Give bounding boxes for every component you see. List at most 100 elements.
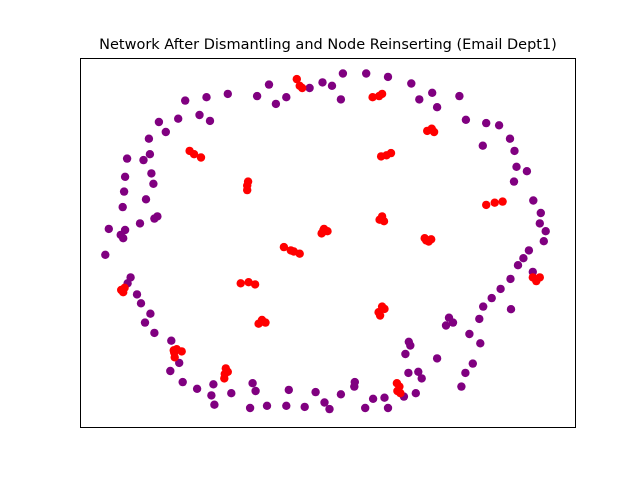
- purple-node-point: [122, 154, 132, 163]
- red-node-point: [375, 311, 385, 320]
- red-node-point: [243, 177, 253, 186]
- purple-node-point: [178, 377, 187, 387]
- red-node-point: [295, 249, 304, 258]
- purple-node-point: [506, 305, 516, 314]
- purple-node-point: [478, 141, 487, 150]
- purple-node-point: [541, 227, 550, 236]
- red-node-point: [298, 83, 307, 93]
- purple-node-point: [444, 313, 454, 322]
- purple-node-point: [116, 230, 125, 240]
- red-node-point: [429, 127, 439, 137]
- plot-frame: [80, 58, 576, 428]
- red-node-point: [377, 89, 387, 99]
- red-node-point: [535, 273, 544, 282]
- purple-node-point: [300, 402, 309, 412]
- data-points: [101, 69, 550, 414]
- purple-node-point: [320, 398, 329, 407]
- purple-node-point: [487, 293, 496, 303]
- purple-node-point: [174, 114, 183, 123]
- purple-node-point: [195, 110, 204, 120]
- purple-node-point: [207, 391, 216, 400]
- purple-node-point: [132, 290, 142, 299]
- purple-node-point: [461, 115, 471, 125]
- purple-node-point: [153, 212, 162, 221]
- purple-node-point: [338, 69, 348, 78]
- purple-node-point: [139, 155, 148, 165]
- purple-node-point: [350, 382, 359, 391]
- purple-node-point: [510, 146, 519, 156]
- purple-node-point: [522, 167, 532, 176]
- purple-node-point: [166, 366, 175, 376]
- purple-node-point: [361, 403, 370, 413]
- purple-node-point: [407, 79, 416, 88]
- purple-node-point: [509, 177, 519, 186]
- purple-node-point: [161, 127, 170, 137]
- purple-node-point: [202, 93, 211, 102]
- purple-node-point: [282, 401, 291, 410]
- purple-node-point: [140, 318, 150, 327]
- purple-node-point: [227, 389, 236, 398]
- purple-node-point: [441, 321, 451, 330]
- purple-node-point: [468, 359, 477, 368]
- red-node-point: [254, 319, 263, 328]
- purple-node-point: [223, 89, 232, 99]
- purple-node-point: [145, 150, 155, 159]
- red-node-point: [422, 236, 431, 245]
- red-node-point: [170, 353, 179, 362]
- red-node-point: [236, 279, 245, 288]
- purple-node-point: [305, 83, 314, 93]
- purple-node-point: [461, 368, 470, 378]
- purple-node-point: [401, 349, 410, 359]
- purple-node-point: [362, 69, 371, 78]
- purple-node-point: [150, 328, 159, 338]
- purple-node-point: [175, 358, 184, 368]
- purple-node-point: [512, 162, 521, 171]
- chart-title: Network After Dismantling and Node Reins…: [99, 37, 557, 53]
- purple-node-point: [411, 389, 420, 398]
- purple-node-point: [524, 246, 534, 255]
- red-node-point: [368, 93, 377, 102]
- purple-node-point: [118, 202, 127, 212]
- red-node-point: [379, 217, 389, 226]
- purple-node-point: [476, 339, 485, 348]
- purple-node-point: [252, 91, 262, 101]
- red-node-point: [279, 242, 289, 252]
- purple-node-point: [513, 261, 523, 270]
- purple-node-point: [519, 254, 528, 263]
- purple-node-point: [479, 302, 488, 311]
- purple-node-point: [251, 386, 260, 396]
- purple-node-point: [245, 403, 255, 413]
- purple-node-point: [414, 367, 423, 376]
- purple-node-point: [271, 99, 281, 109]
- purple-node-point: [104, 224, 114, 234]
- purple-node-point: [428, 88, 437, 98]
- red-node-point: [250, 280, 260, 289]
- purple-node-point: [383, 403, 393, 413]
- purple-node-point: [262, 401, 272, 410]
- red-node-point: [490, 198, 499, 207]
- purple-node-point: [494, 121, 504, 130]
- purple-node-point: [311, 387, 320, 397]
- purple-node-point: [482, 118, 491, 128]
- red-node-point: [318, 228, 327, 237]
- purple-node-point: [149, 179, 158, 188]
- red-node-point: [196, 153, 206, 162]
- purple-node-point: [181, 96, 190, 105]
- purple-node-point: [101, 250, 110, 259]
- purple-node-point: [404, 368, 413, 378]
- purple-node-point: [465, 329, 474, 339]
- purple-node-point: [336, 390, 346, 399]
- purple-node-point: [144, 134, 154, 143]
- purple-node-point: [432, 103, 442, 112]
- purple-node-point: [282, 93, 291, 102]
- purple-node-point: [432, 354, 442, 363]
- purple-node-point: [146, 309, 155, 318]
- purple-node-point: [210, 400, 219, 409]
- purple-node-point: [383, 72, 393, 82]
- purple-node-point: [475, 314, 484, 324]
- purple-node-point: [336, 95, 346, 104]
- red-node-point: [386, 148, 396, 158]
- purple-node-point: [325, 404, 334, 414]
- red-node-point: [498, 197, 507, 206]
